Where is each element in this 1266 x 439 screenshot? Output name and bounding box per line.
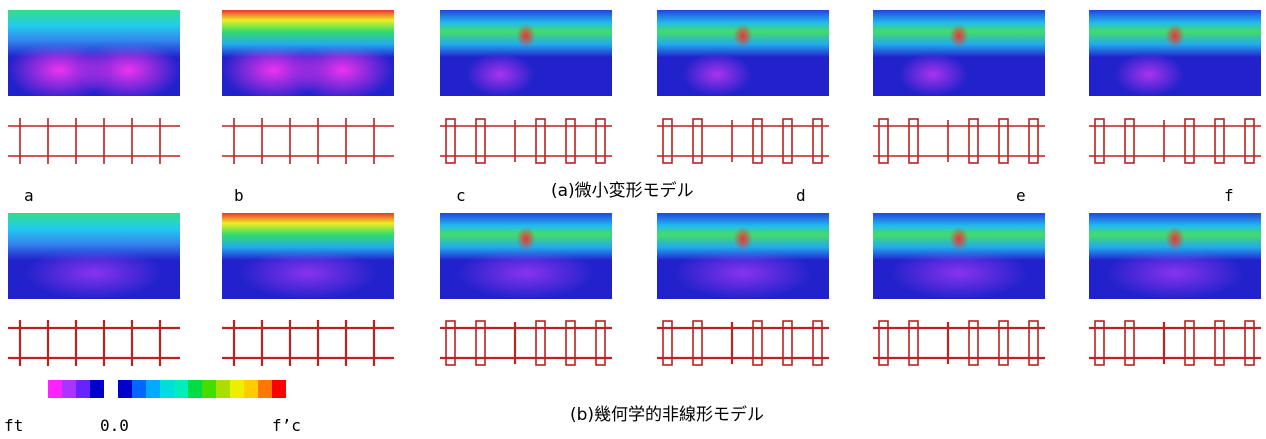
contour-map: [222, 10, 394, 96]
contour-map: [8, 10, 180, 96]
contour-map: [873, 10, 1045, 96]
legend-swatch: [174, 380, 188, 398]
legend-swatch: [202, 380, 216, 398]
legend-swatch: [244, 380, 258, 398]
panel-label: d: [796, 186, 806, 205]
legend-swatch: [160, 380, 174, 398]
contour-map: [1089, 10, 1261, 96]
contour-map: [657, 10, 829, 96]
contour-map: [657, 213, 829, 299]
legend-swatch: [132, 380, 146, 398]
rebar-diagram: [657, 116, 829, 166]
rebar-diagram: [8, 116, 180, 166]
figure: {"panels": [{"label": "a"}, {"label": "b…: [0, 0, 1266, 439]
rebar-diagram: [1089, 116, 1261, 166]
legend-max: f’c: [272, 416, 301, 435]
legend-swatch: [216, 380, 230, 398]
legend-swatch: [272, 380, 286, 398]
contour-map: [440, 213, 612, 299]
panel-label: a: [24, 186, 34, 205]
contour-map: [440, 10, 612, 96]
legend-swatch: [48, 380, 62, 398]
rebar-diagram: [440, 116, 612, 166]
rebar-diagram: [873, 318, 1045, 368]
legend-swatch: [230, 380, 244, 398]
legend-swatch: [188, 380, 202, 398]
legend-swatch: [62, 380, 76, 398]
caption: (b)幾何学的非線形モデル: [570, 400, 764, 425]
panel-label: f: [1224, 186, 1234, 205]
legend-swatch: [76, 380, 90, 398]
legend-swatch: [90, 380, 104, 398]
legend-swatch: [146, 380, 160, 398]
contour-map: [873, 213, 1045, 299]
rebar-diagram: [222, 116, 394, 166]
rebar-diagram: [873, 116, 1045, 166]
legend-swatch: [258, 380, 272, 398]
rebar-diagram: [1089, 318, 1261, 368]
legend-min: ft: [4, 416, 23, 435]
contour-map: [1089, 213, 1261, 299]
contour-map: [222, 213, 394, 299]
panel-label: b: [234, 186, 244, 205]
rebar-diagram: [222, 318, 394, 368]
rebar-diagram: [657, 318, 829, 368]
legend-swatch: [118, 380, 132, 398]
caption: (a)微小変形モデル: [551, 176, 694, 201]
panel-label: e: [1016, 186, 1026, 205]
rebar-diagram: [440, 318, 612, 368]
legend-zero: 0.0: [100, 416, 129, 435]
panel-label: c: [456, 186, 466, 205]
rebar-diagram: [8, 318, 180, 368]
contour-map: [8, 213, 180, 299]
